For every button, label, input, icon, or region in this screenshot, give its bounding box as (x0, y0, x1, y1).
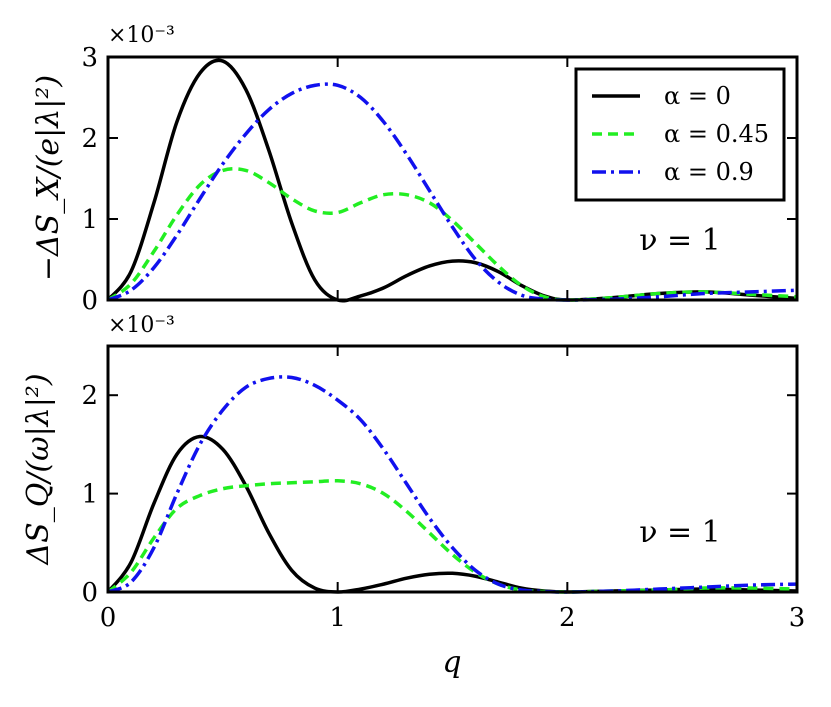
legend-label-alpha-0: α = 0 (664, 82, 731, 110)
bottom-y-multiplier: ×10⁻³ (108, 313, 175, 338)
legend-label-alpha-09: α = 0.9 (664, 158, 754, 186)
x-axis-label: q (442, 645, 461, 680)
bottom-series-layer (106, 375, 798, 594)
top-series-line-1 (106, 166, 798, 302)
top-axes-frame (106, 55, 799, 302)
top-y-tick-label: 0 (81, 286, 98, 316)
top-annotation: ν = 1 (639, 223, 721, 258)
top-y-tick-label: 1 (81, 205, 98, 235)
legend: α = 0 α = 0.45 α = 0.9 (574, 67, 786, 202)
bottom-y-tick-label: 2 (81, 381, 98, 411)
legend-label-alpha-045: α = 0.45 (664, 120, 769, 148)
bottom-x-tick-label: 0 (100, 603, 117, 633)
top-panel: 0 1 2 3 ×10⁻³ −ΔS_X/(e|λ|²) ν = 1 α = 0 α =… (31, 23, 799, 316)
bottom-panel: 0 1 2 3 0 1 2 ×10⁻³ ΔS_Q/(ω|λ|²) ν = 1 q (21, 313, 805, 680)
top-series-line-2 (107, 82, 798, 302)
bottom-x-tick-label: 1 (329, 603, 346, 633)
bottom-x-tick-label: 3 (789, 603, 806, 633)
bottom-ticks-layer: 0 1 2 3 0 1 2 (81, 346, 805, 633)
bottom-y-tick-label: 1 (81, 480, 98, 510)
bottom-series-line-2 (107, 375, 798, 594)
bottom-annotation: ν = 1 (639, 515, 721, 550)
bottom-y-axis-label: ΔS_Q/(ω|λ|²) (21, 373, 56, 565)
top-y-tick-label: 3 (81, 43, 98, 73)
top-y-axis-label: −ΔS_X/(e|λ|²) (31, 75, 66, 281)
top-y-multiplier: ×10⁻³ (108, 23, 175, 48)
top-series-layer (106, 58, 798, 303)
bottom-axes-frame (106, 344, 799, 594)
top-y-tick-label: 2 (81, 124, 98, 154)
bottom-y-tick-label: 0 (81, 578, 98, 608)
bottom-x-tick-label: 2 (559, 603, 576, 633)
